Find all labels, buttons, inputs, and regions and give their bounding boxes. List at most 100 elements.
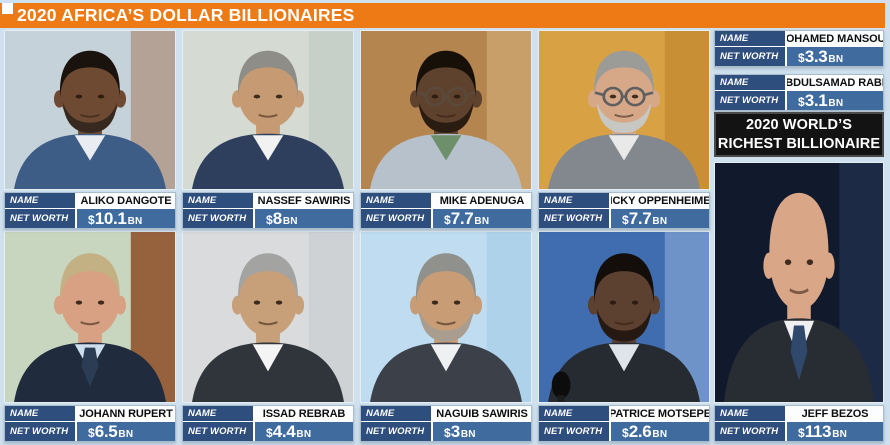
person-name: ALIKO DANGOTE: [77, 193, 175, 208]
eye-left: [253, 94, 261, 99]
net-worth-label: NET WORTH: [539, 422, 611, 441]
portrait-illustration: [539, 31, 709, 189]
photo-nassef-sawiris: [182, 30, 354, 190]
name-label: NAME: [539, 406, 611, 421]
eye-left: [609, 300, 617, 305]
person-net-worth: $3.3 BN: [787, 47, 883, 66]
card-abdulsamad-rabiu: NAME ABDULSAMAD RABIU NET WORTH $3.1BN: [714, 74, 884, 111]
card-mohamed-mansour: NAME MOHAMED MANSOUR NET WORTH $3.3BN: [714, 30, 884, 67]
currency-symbol: $: [444, 213, 451, 227]
portrait-illustration: [5, 232, 175, 402]
hair: [416, 50, 476, 98]
person-name: MIKE ADENUGA: [433, 193, 531, 208]
photo-aliko-dangote: [4, 30, 176, 190]
name-row: NAME NICKY OPPENHEIMER: [539, 193, 709, 208]
head: [594, 263, 654, 337]
portrait-illustration: [539, 232, 709, 402]
net-worth-row: NET WORTH $113 BN: [715, 421, 883, 441]
net-worth-unit: BN: [828, 54, 844, 65]
person-net-worth: $6.5 BN: [77, 422, 175, 441]
person-net-worth: $3 BN: [433, 422, 531, 441]
currency-symbol: $: [622, 426, 629, 440]
portrait-illustration: [361, 232, 531, 402]
person-name: NICKY OPPENHEIMER: [611, 193, 709, 208]
currency-symbol: $: [798, 426, 805, 440]
name-row: NAME JOHANN RUPERT: [5, 406, 175, 421]
head: [60, 263, 120, 337]
currency-symbol: $: [798, 95, 805, 109]
name-label: NAME: [361, 406, 433, 421]
net-worth-amount: 4.4: [272, 422, 296, 441]
net-worth-amount: 113: [804, 422, 832, 441]
net-worth-unit: BN: [652, 216, 668, 227]
name-label: NAME: [539, 193, 611, 208]
head: [416, 60, 476, 129]
net-worth-label: NET WORTH: [715, 422, 787, 441]
card-nassef-sawiris: NAME NASSEF SAWIRIS NET WORTH $8 BN: [182, 192, 354, 229]
shoulders: [14, 133, 166, 189]
person-net-worth: $10.1 BN: [77, 209, 175, 228]
currency-symbol: $: [444, 426, 451, 440]
name-label: NAME: [183, 193, 255, 208]
name-row: NAME NAGUIB SAWIRIS: [361, 406, 531, 421]
portrait-illustration: [361, 31, 531, 189]
net-worth-amount: 7.7: [450, 209, 474, 228]
hair: [594, 50, 654, 98]
eye-right: [275, 300, 283, 305]
name-label: NAME: [5, 193, 77, 208]
net-worth-unit: BN: [474, 216, 490, 227]
eye-left: [784, 259, 792, 266]
head: [416, 263, 476, 337]
tie: [790, 325, 808, 381]
net-worth-amount: 10.1: [94, 209, 127, 228]
net-worth-unit: BN: [828, 98, 844, 109]
person-name: MOHAMED MANSOUR: [787, 31, 883, 46]
name-row: NAME ISSAD REBRAB: [183, 406, 353, 421]
currency-symbol: $: [88, 213, 95, 227]
photo-patrice-motsepe: [538, 231, 710, 403]
shoulders: [192, 133, 344, 189]
worlds-richest-banner: 2020 WORLD’S RICHEST BILLIONAIRE: [714, 112, 884, 157]
photo-naguib-sawiris: [360, 231, 532, 403]
hair: [238, 253, 298, 304]
net-worth-row: NET WORTH $7.7 BN: [361, 208, 531, 228]
hair: [60, 253, 120, 304]
shirt: [608, 344, 640, 372]
beard: [596, 102, 652, 133]
name-label: NAME: [183, 406, 255, 421]
portrait-illustration: [183, 232, 353, 402]
head: [238, 60, 298, 129]
glasses: [416, 86, 476, 107]
name-row: NAME NASSEF SAWIRIS: [183, 193, 353, 208]
eye-left: [75, 300, 83, 305]
name-row: NAME PATRICE MOTSEPE: [539, 406, 709, 421]
shoulders: [192, 342, 344, 402]
hair: [60, 50, 120, 98]
eye-left: [75, 94, 83, 99]
card-nicky-oppenheimer: NAME NICKY OPPENHEIMER NET WORTH $7.7BN: [538, 192, 710, 229]
header-bar: 2020 AFRICA’S DOLLAR BILLIONAIRES: [0, 3, 885, 28]
net-worth-row: NET WORTH $3.3 BN: [715, 46, 883, 66]
net-worth-label: NET WORTH: [715, 91, 787, 110]
card-mike-adenuga: NAME MIKE ADENUGA NET WORTH $7.7 BN: [360, 192, 532, 229]
net-worth-label: NET WORTH: [361, 422, 433, 441]
net-worth-row: NET WORTH $7.7 BN: [539, 208, 709, 228]
card-johann-rupert: NAME JOHANN RUPERT NET WORTH $6.5 BN: [4, 405, 176, 442]
mouth: [80, 321, 100, 326]
shoulders: [548, 342, 700, 402]
person-net-worth: $2.6 BN: [611, 422, 709, 441]
eye-right: [806, 259, 814, 266]
eye-left: [431, 94, 439, 99]
glasses: [594, 86, 654, 107]
net-worth-unit: BN: [460, 429, 476, 440]
microphone-shape: [551, 371, 571, 402]
shirt: [74, 135, 106, 161]
hair: [238, 50, 298, 98]
head: [594, 60, 654, 129]
hair: [769, 192, 829, 264]
person-net-worth: $8 BN: [255, 209, 353, 228]
person-net-worth: $7.7 BN: [611, 209, 709, 228]
beard: [596, 308, 652, 342]
net-worth-unit: BN: [652, 429, 668, 440]
net-worth-row: NET WORTH $8 BN: [183, 208, 353, 228]
